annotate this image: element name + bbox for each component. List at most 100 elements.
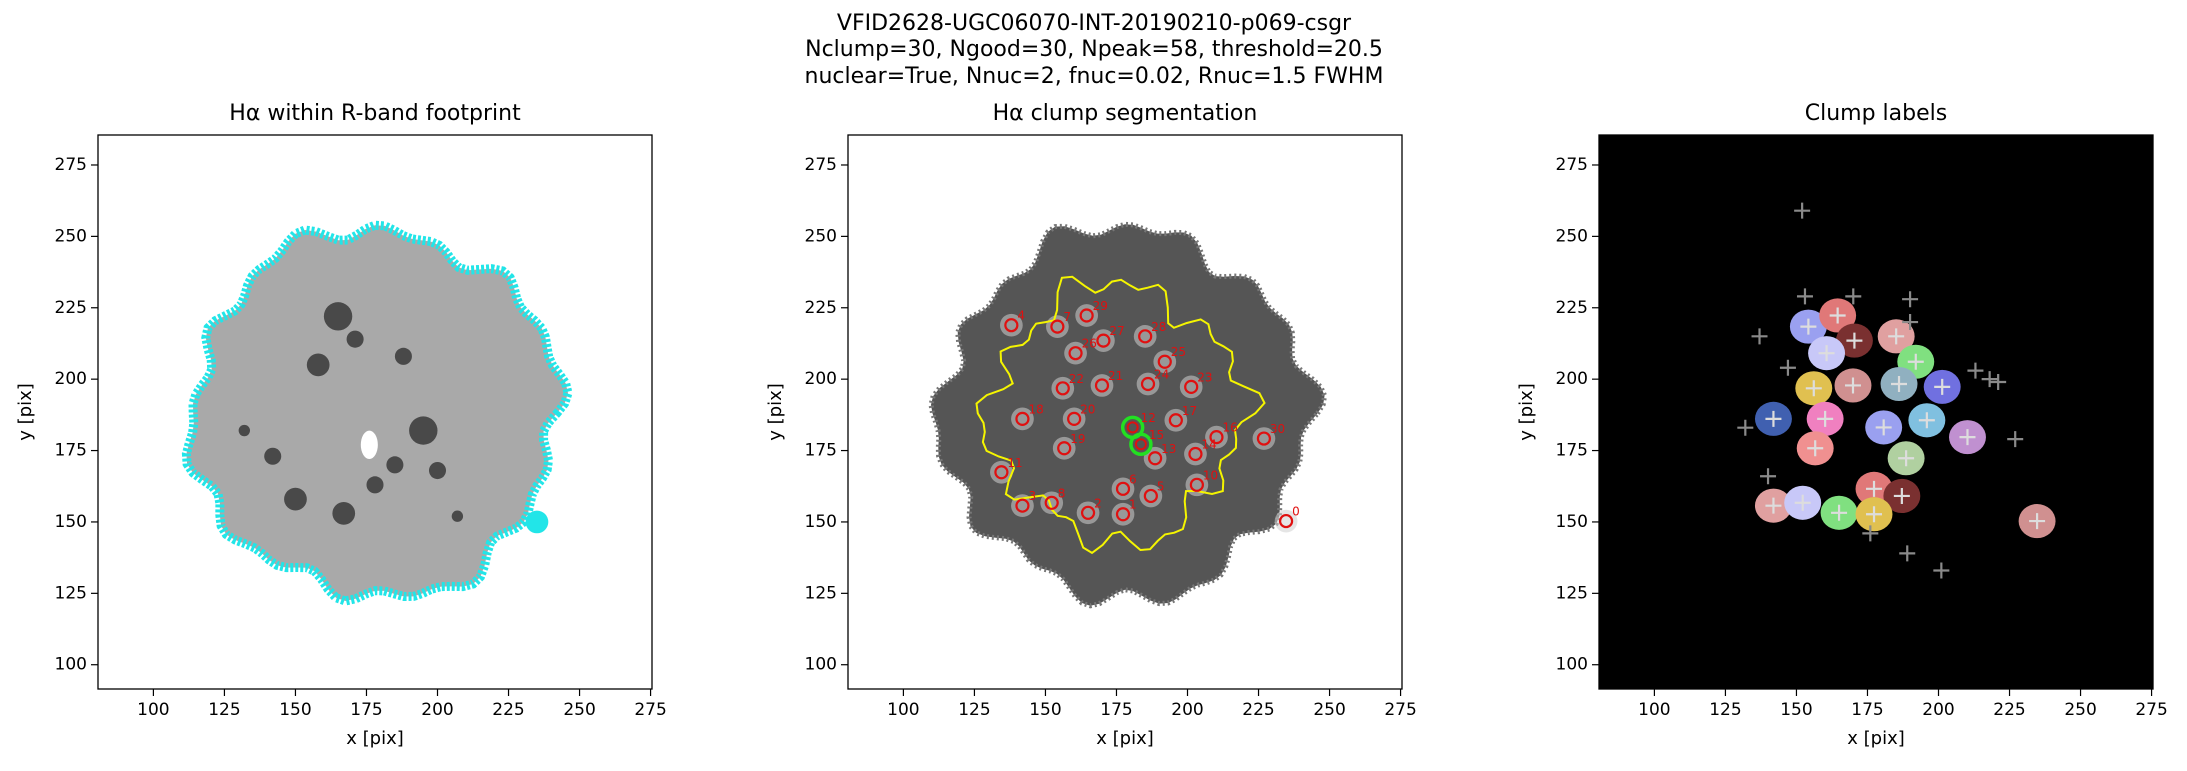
clump-label: 14 [1201, 437, 1216, 451]
y-tick-label: 175 [55, 441, 87, 461]
clump-glow [999, 313, 1023, 337]
y-tick-label: 150 [805, 512, 837, 532]
dark-spot [323, 302, 353, 331]
peak-cross [1967, 362, 1984, 379]
clump-marker [1067, 411, 1082, 426]
clump-marker [1080, 505, 1096, 520]
peak-cross [1891, 376, 1908, 393]
peak-cross [1831, 504, 1848, 521]
x-tick-label: 150 [1029, 700, 1061, 720]
dark-spot [366, 476, 384, 494]
peak-cross [1845, 288, 1862, 305]
y-tick-label: 250 [1556, 226, 1588, 246]
clump-marker [1004, 318, 1019, 333]
peak-cross [1818, 345, 1835, 362]
clump-label: 7 [1063, 310, 1071, 324]
x-tick-label: 100 [1638, 700, 1670, 720]
clump-glow [1184, 442, 1207, 466]
clump-label: 26 [1082, 337, 1097, 351]
x-tick-label: 225 [1993, 700, 2025, 720]
clump-glow [1011, 407, 1034, 431]
peak-cross [1902, 291, 1919, 308]
clump-glow [1075, 304, 1099, 327]
panel [181, 220, 573, 606]
dark-spot [409, 416, 438, 445]
peak-cross [1981, 371, 1998, 388]
x-tick-label: 225 [492, 700, 524, 720]
clump-glow [1139, 484, 1163, 508]
clump-marker [1015, 411, 1030, 426]
clump-label: 4 [1017, 309, 1025, 323]
clump-label: 8 [1058, 486, 1066, 500]
clump-marker [1188, 446, 1203, 462]
clump-marker [1140, 376, 1156, 392]
clump-label: 20 [1080, 402, 1095, 416]
dark-spot [451, 510, 464, 522]
clump-marker [1015, 498, 1030, 513]
y-tick-label: 150 [1556, 512, 1588, 532]
peak-cross [1933, 562, 1950, 579]
y-tick-label: 275 [1556, 155, 1588, 175]
y-tick-label: 100 [1556, 655, 1588, 675]
peak-cross [1875, 419, 1892, 436]
suptitle-line: Nclump=30, Ngood=30, Npeak=58, threshold… [805, 37, 1383, 62]
peak-cross [1817, 410, 1834, 427]
clump-glow [1052, 436, 1076, 460]
x-tick-label: 250 [2064, 700, 2096, 720]
y-tick-label: 225 [55, 298, 87, 318]
x-tick-label: 125 [958, 700, 990, 720]
clump-glow [1090, 374, 1114, 397]
peak-cross [1902, 314, 1919, 331]
bright-spot [360, 430, 378, 460]
y-tick-label: 175 [805, 441, 837, 461]
clump-label: 28 [1151, 320, 1166, 334]
dark-spot [332, 502, 356, 525]
y-tick-label: 225 [805, 298, 837, 318]
clump-glow [1076, 501, 1100, 525]
x-tick-label: 125 [208, 700, 240, 720]
clump-label: 3 [1028, 489, 1036, 503]
y-tick-label: 200 [1556, 369, 1588, 389]
x-tick-label: 175 [1851, 700, 1883, 720]
panel [1599, 135, 2153, 689]
peak-cross [1959, 429, 1976, 446]
contour [975, 275, 1266, 555]
clump-label: 2 [1094, 496, 1102, 510]
clump-glow [1164, 408, 1188, 432]
y-tick-label: 125 [805, 583, 837, 603]
clump-marker [1096, 333, 1111, 348]
panel-title: Hα within R-band footprint [229, 101, 521, 126]
clump-label: 23 [1197, 370, 1212, 384]
clump-label: 27 [1109, 324, 1124, 338]
clump-marker [994, 465, 1009, 480]
clump-glow [1136, 372, 1160, 396]
x-tick-label: 200 [1922, 700, 1954, 720]
clump-marker [1157, 354, 1172, 369]
clump-label: 19 [1070, 432, 1085, 446]
clump-label: 21 [1108, 369, 1123, 383]
clump-glow [1133, 324, 1157, 348]
peak-cross [1765, 497, 1782, 514]
dark-spot [284, 487, 307, 511]
y-tick-label: 250 [55, 226, 87, 246]
peak-cross [1751, 328, 1768, 345]
y-tick-label: 200 [55, 369, 87, 389]
clump-marker [1143, 488, 1158, 504]
dark-spot [306, 353, 330, 377]
y-tick-label: 125 [1556, 583, 1588, 603]
peak-cross [1844, 377, 1861, 394]
clump-glow [1064, 341, 1087, 365]
y-tick-label: 275 [55, 155, 87, 175]
dark-spot [394, 347, 412, 365]
clump-marker [1115, 507, 1131, 522]
clump-label: 6 [1129, 472, 1137, 486]
nucleus-label: 12 [1141, 411, 1156, 425]
y-tick-label: 275 [805, 155, 837, 175]
nucleus-label: 15 [1149, 428, 1164, 442]
peak-cross [1807, 440, 1824, 457]
clump-marker [1278, 513, 1294, 529]
clump-label: 29 [1093, 299, 1108, 313]
clump-marker [1055, 381, 1070, 396]
clump-marker [1168, 413, 1183, 428]
